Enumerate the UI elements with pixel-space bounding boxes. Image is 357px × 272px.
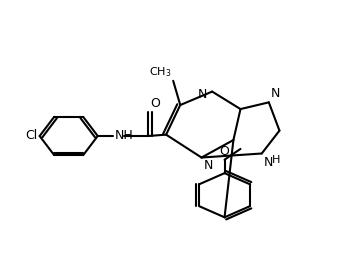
Text: O: O: [220, 145, 230, 158]
Text: N: N: [263, 156, 273, 169]
Text: N: N: [197, 88, 207, 101]
Text: N: N: [203, 159, 213, 172]
Text: Cl: Cl: [26, 129, 38, 143]
Text: N: N: [271, 87, 280, 100]
Text: H: H: [272, 155, 280, 165]
Text: CH$_3$: CH$_3$: [149, 66, 171, 79]
Text: NH: NH: [115, 129, 134, 143]
Text: O: O: [150, 97, 160, 110]
